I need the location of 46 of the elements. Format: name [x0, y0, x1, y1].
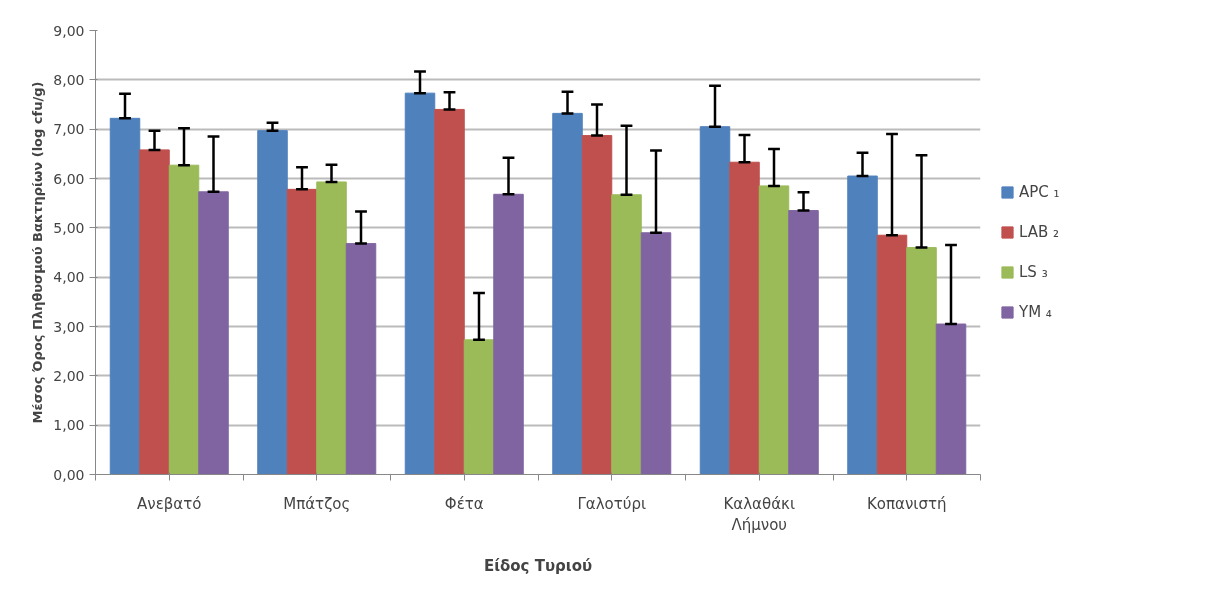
- bar: [168, 164, 200, 475]
- y-tick-label: 3,00: [53, 318, 85, 335]
- y-tick-label: 6,00: [53, 170, 85, 187]
- bar: [345, 243, 377, 475]
- y-tick-label: 1,00: [53, 417, 85, 434]
- bar: [788, 210, 819, 475]
- legend-label: LAB ₂: [1019, 223, 1060, 241]
- bar: [876, 234, 908, 475]
- bar: [404, 92, 436, 475]
- bar: [109, 117, 141, 475]
- legend-label: LS ₃: [1019, 263, 1048, 281]
- bar: [493, 193, 524, 475]
- x-tick-label: Κοπανιστή: [867, 494, 947, 513]
- bar: [699, 126, 731, 475]
- bar: [198, 191, 229, 475]
- x-tick-label: Μπάτζος: [283, 494, 351, 513]
- bar: [434, 108, 465, 475]
- x-axis-title: Είδος Τυριού: [483, 557, 593, 576]
- bar: [463, 339, 495, 475]
- legend-label: APC ₁: [1019, 183, 1060, 201]
- legend-label: YM ₄: [1019, 303, 1052, 321]
- bar: [139, 149, 170, 475]
- bar: [611, 194, 642, 475]
- bar: [729, 161, 760, 475]
- bar: [552, 112, 583, 475]
- x-tick-label: Γαλοτύρι: [577, 494, 647, 513]
- bar: [906, 247, 937, 475]
- bar: [257, 130, 288, 475]
- y-tick-label: 2,00: [53, 367, 85, 384]
- bar: [640, 232, 672, 475]
- y-axis-title: Μέσος Όρος Πληθυσμού Βακτηρίων (log cfu/g): [30, 81, 46, 424]
- y-tick-label: 0,00: [53, 466, 85, 483]
- y-tick-label: 7,00: [53, 121, 85, 138]
- x-tick-label: Καλαθάκι Λήμνου: [723, 494, 795, 535]
- bar: [316, 181, 347, 475]
- x-tick-label: Ανεβατό: [137, 494, 202, 513]
- y-tick-label: 9,00: [53, 22, 85, 39]
- bar: [286, 188, 318, 475]
- y-tick-label: 5,00: [53, 219, 85, 236]
- bar: [581, 135, 613, 475]
- y-tick-label: 8,00: [53, 71, 85, 88]
- y-tick-label: 4,00: [53, 269, 85, 286]
- bar: [758, 185, 790, 475]
- x-tick-label: Φέτα: [444, 494, 484, 513]
- bar: [847, 175, 878, 475]
- bar: [935, 323, 967, 475]
